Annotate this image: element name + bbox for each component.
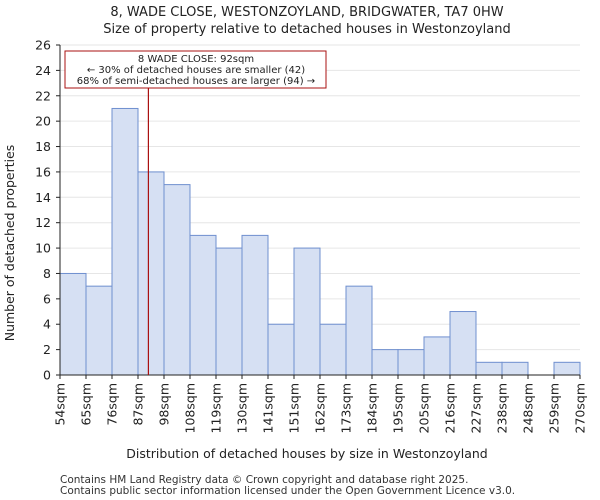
x-tick-label: 151sqm <box>287 383 302 433</box>
y-tick-label: 10 <box>35 241 51 256</box>
histogram-bar <box>111 107 139 376</box>
x-tick-label: 98sqm <box>157 383 172 426</box>
histogram-bar <box>319 323 347 376</box>
x-tick-label: 184sqm <box>365 383 380 433</box>
x-tick-label: 141sqm <box>261 383 276 433</box>
y-tick-label: 18 <box>35 139 51 154</box>
footer-line-2: Contains public sector information licen… <box>60 485 515 497</box>
x-tick-label: 216sqm <box>443 383 458 433</box>
y-tick-label: 0 <box>43 368 51 383</box>
histogram-bar <box>241 234 269 376</box>
x-tick-label: 87sqm <box>131 383 146 426</box>
annotation-line-1: 8 WADE CLOSE: 92sqm <box>138 54 254 65</box>
y-tick-label: 12 <box>35 215 51 230</box>
histogram-bar <box>397 349 425 376</box>
histogram-bar <box>85 285 113 376</box>
histogram-bar <box>163 184 191 376</box>
histogram-bar <box>137 171 165 376</box>
x-tick-label: 76sqm <box>105 383 120 426</box>
histogram-bar <box>423 336 451 376</box>
chart-title: 8, WADE CLOSE, WESTONZOYLAND, BRIDGWATER… <box>110 5 503 20</box>
y-tick-label: 16 <box>35 164 51 179</box>
y-tick-label: 24 <box>35 63 51 78</box>
annotation-line-2: ← 30% of detached houses are smaller (42… <box>87 65 305 76</box>
y-tick-label: 2 <box>43 342 51 357</box>
footer-line-1: Contains HM Land Registry data © Crown c… <box>60 474 468 486</box>
chart-subtitle: Size of property relative to detached ho… <box>103 22 510 37</box>
annotation-rect <box>64 50 327 89</box>
histogram-bar <box>293 247 321 376</box>
bar-layer <box>59 107 581 376</box>
y-tick-label: 22 <box>35 88 51 103</box>
x-tick-label: 173sqm <box>339 383 354 433</box>
histogram-bar <box>189 234 217 376</box>
x-tick-label: 205sqm <box>417 383 432 433</box>
x-tick-label: 238sqm <box>495 383 510 433</box>
x-tick-label: 270sqm <box>573 383 588 433</box>
x-tick-label: 54sqm <box>53 383 68 426</box>
y-axis-label: Number of detached properties <box>2 145 17 342</box>
histogram-bar <box>345 285 373 376</box>
x-tick-label: 65sqm <box>79 383 94 426</box>
x-tick-label: 195sqm <box>391 383 406 433</box>
y-tick-label: 14 <box>35 190 51 205</box>
histogram-bar <box>371 349 399 376</box>
histogram-bar <box>553 361 581 376</box>
histogram-bar <box>501 361 529 376</box>
y-tick-label: 6 <box>43 291 51 306</box>
x-tick-label: 162sqm <box>313 383 328 433</box>
histogram-bar <box>449 311 477 376</box>
x-tick-label: 227sqm <box>469 383 484 433</box>
histogram-bar <box>215 247 243 376</box>
histogram-bar <box>59 272 87 376</box>
annotation-line-3: 68% of semi-detached houses are larger (… <box>77 76 315 87</box>
y-tick-label: 4 <box>43 317 51 332</box>
x-tick-label: 130sqm <box>235 383 250 433</box>
x-tick-label: 259sqm <box>547 383 562 433</box>
histogram-bar <box>267 323 295 376</box>
y-tick-label: 20 <box>35 114 51 129</box>
x-axis-label: Distribution of detached houses by size … <box>126 446 487 461</box>
x-tick-label: 108sqm <box>183 383 198 433</box>
x-tick-layer: 54sqm 65sqm 76sqm 87sqm 98sqm 108sqm 119sqm 130… <box>53 375 588 433</box>
y-tick-label: 26 <box>35 38 51 53</box>
x-tick-label: 248sqm <box>521 383 536 433</box>
histogram-bar <box>475 361 503 376</box>
y-tick-label: 8 <box>43 266 51 281</box>
x-tick-label: 119sqm <box>209 383 224 433</box>
annotation-box: 8 WADE CLOSE: 92sqm ← 30% of detached ho… <box>64 50 327 89</box>
